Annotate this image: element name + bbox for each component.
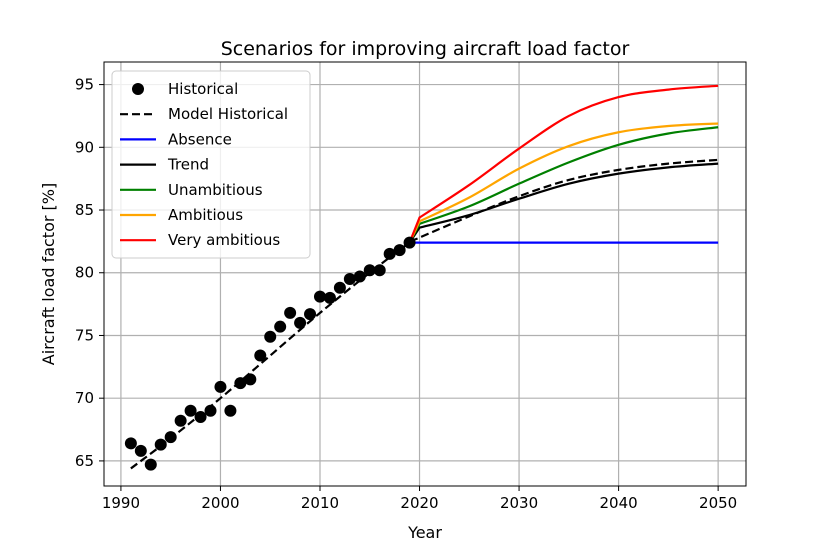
y-tick-label: 90 bbox=[75, 138, 94, 156]
y-tick-label: 65 bbox=[75, 452, 94, 470]
data-point-historical bbox=[224, 404, 237, 417]
x-axis-ticks: 1990 2000 2010 2020 2030 2040 2050 bbox=[102, 486, 737, 512]
legend-label: Ambitious bbox=[168, 206, 243, 224]
data-point-historical bbox=[134, 444, 147, 457]
data-point-historical bbox=[403, 236, 416, 249]
data-point-historical bbox=[363, 264, 376, 277]
data-point-historical bbox=[194, 411, 207, 424]
x-tick-label: 2040 bbox=[600, 494, 638, 512]
data-point-historical bbox=[383, 247, 396, 260]
data-point-historical bbox=[333, 281, 346, 294]
y-tick-label: 85 bbox=[75, 201, 94, 219]
x-tick-label: 2050 bbox=[699, 494, 737, 512]
legend-label: Unambitious bbox=[168, 181, 263, 199]
data-point-historical bbox=[284, 306, 297, 319]
series-line-unambitious bbox=[408, 126, 719, 244]
data-point-historical bbox=[164, 431, 177, 444]
series-line-trend bbox=[408, 162, 719, 244]
plot-markers bbox=[124, 236, 416, 471]
data-point-historical bbox=[313, 290, 326, 303]
y-tick-label: 75 bbox=[75, 326, 94, 344]
data-point-historical bbox=[154, 438, 167, 451]
y-tick-label: 95 bbox=[75, 76, 94, 94]
legend: Historical Model Historical Absence Trend Un… bbox=[111, 70, 311, 259]
legend-label: Model Historical bbox=[168, 105, 288, 123]
data-point-historical bbox=[393, 244, 406, 257]
data-point-historical bbox=[304, 308, 317, 321]
legend-label: Trend bbox=[167, 156, 209, 174]
x-tick-label: 2000 bbox=[201, 494, 239, 512]
series-line-very-ambitious bbox=[408, 84, 719, 244]
y-tick-label: 70 bbox=[75, 389, 94, 407]
series-line-ambitious bbox=[408, 122, 719, 244]
data-point-historical bbox=[144, 458, 157, 471]
y-axis-label: Aircraft load factor [%] bbox=[39, 183, 58, 365]
legend-box bbox=[111, 70, 311, 259]
y-tick-label: 80 bbox=[75, 264, 94, 282]
y-axis-ticks: 65 70 75 80 85 90 95 bbox=[75, 76, 104, 470]
chart-title: Scenarios for improving aircraft load fa… bbox=[221, 38, 630, 60]
data-point-historical bbox=[373, 264, 386, 277]
data-point-historical bbox=[343, 273, 356, 286]
plot-frame bbox=[103, 61, 747, 487]
data-point-historical bbox=[254, 349, 267, 362]
legend-label: Very ambitious bbox=[168, 231, 280, 249]
x-tick-label: 2030 bbox=[500, 494, 538, 512]
data-point-historical bbox=[124, 437, 137, 450]
legend-marker bbox=[132, 83, 144, 95]
data-point-historical bbox=[353, 270, 366, 283]
data-point-historical bbox=[234, 377, 247, 390]
data-point-historical bbox=[174, 414, 187, 427]
x-tick-label: 2010 bbox=[301, 494, 339, 512]
legend-label: Historical bbox=[168, 80, 238, 98]
data-point-historical bbox=[274, 320, 287, 333]
data-point-historical bbox=[204, 404, 217, 417]
data-point-historical bbox=[214, 380, 227, 393]
data-point-historical bbox=[244, 373, 257, 386]
x-tick-label: 2020 bbox=[400, 494, 438, 512]
legend-label: Absence bbox=[168, 130, 232, 148]
data-point-historical bbox=[184, 404, 197, 417]
data-point-historical bbox=[323, 291, 336, 304]
x-tick-label: 1990 bbox=[102, 494, 140, 512]
data-point-historical bbox=[294, 316, 307, 329]
x-axis-label: Year bbox=[407, 523, 442, 542]
data-point-historical bbox=[264, 330, 277, 343]
